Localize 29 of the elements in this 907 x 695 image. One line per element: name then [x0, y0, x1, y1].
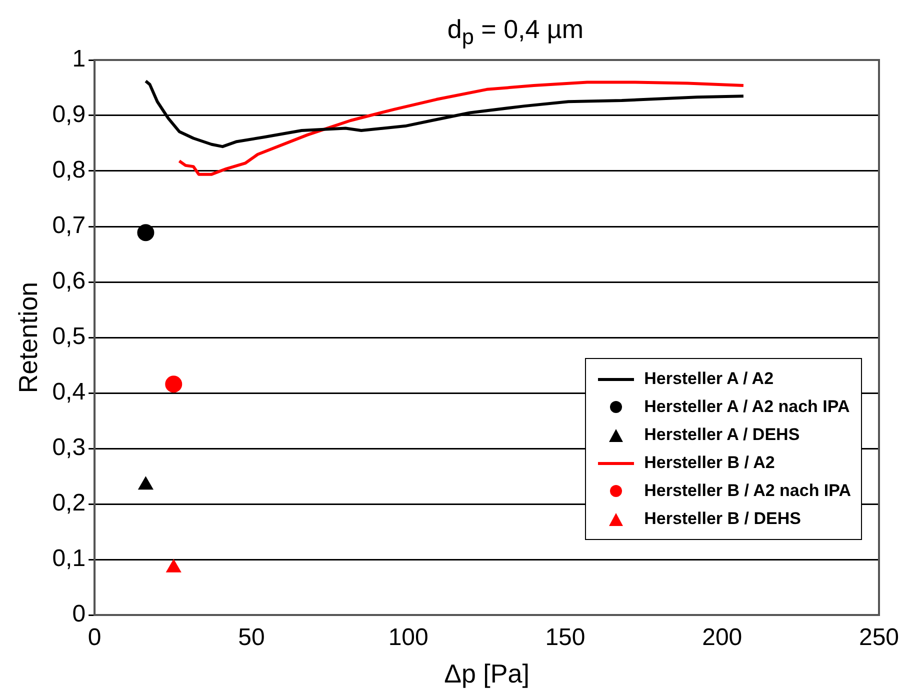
legend-label: Hersteller B / A2: [644, 453, 775, 473]
x-tick-label: 250: [858, 624, 900, 652]
y-tick-label: 0,3: [52, 434, 86, 462]
x-axis-title: Δp [Pa]: [444, 658, 530, 689]
legend-label: Hersteller B / A2 nach IPA: [644, 481, 851, 501]
x-tick-label: 200: [702, 624, 742, 652]
x-tick-label: 50: [238, 624, 265, 652]
legend-label: Hersteller A / DEHS: [644, 425, 800, 445]
point: [165, 376, 182, 393]
y-tick-label: 0: [72, 600, 86, 628]
legend-label: Hersteller B / DEHS: [644, 509, 801, 529]
y-tick-label: 0,5: [52, 323, 86, 350]
y-tick-label: 0,1: [52, 545, 86, 572]
chart-title: d$_{p}$ = 0,4 µm: [446, 14, 585, 50]
y-tick-label: 0,8: [52, 156, 86, 184]
y-tick-label: 1: [72, 46, 86, 73]
y-tick-label: 0,2: [52, 490, 86, 517]
x-tick-label: 100: [388, 624, 428, 652]
point: [137, 224, 154, 242]
y-tick-label: 0,9: [52, 101, 86, 128]
legend-label: Hersteller A / A2: [644, 369, 774, 389]
y-tick-label: 0,7: [52, 212, 86, 240]
point: [166, 559, 182, 572]
y-axis-title: Retention: [12, 282, 43, 394]
legend-label: Hersteller A / A2 nach IPA: [644, 397, 850, 417]
y-tick-label: 0,6: [52, 268, 86, 295]
y-tick-label: 0,4: [52, 378, 86, 406]
x-tick-label: 150: [545, 624, 586, 652]
point: [138, 476, 154, 490]
